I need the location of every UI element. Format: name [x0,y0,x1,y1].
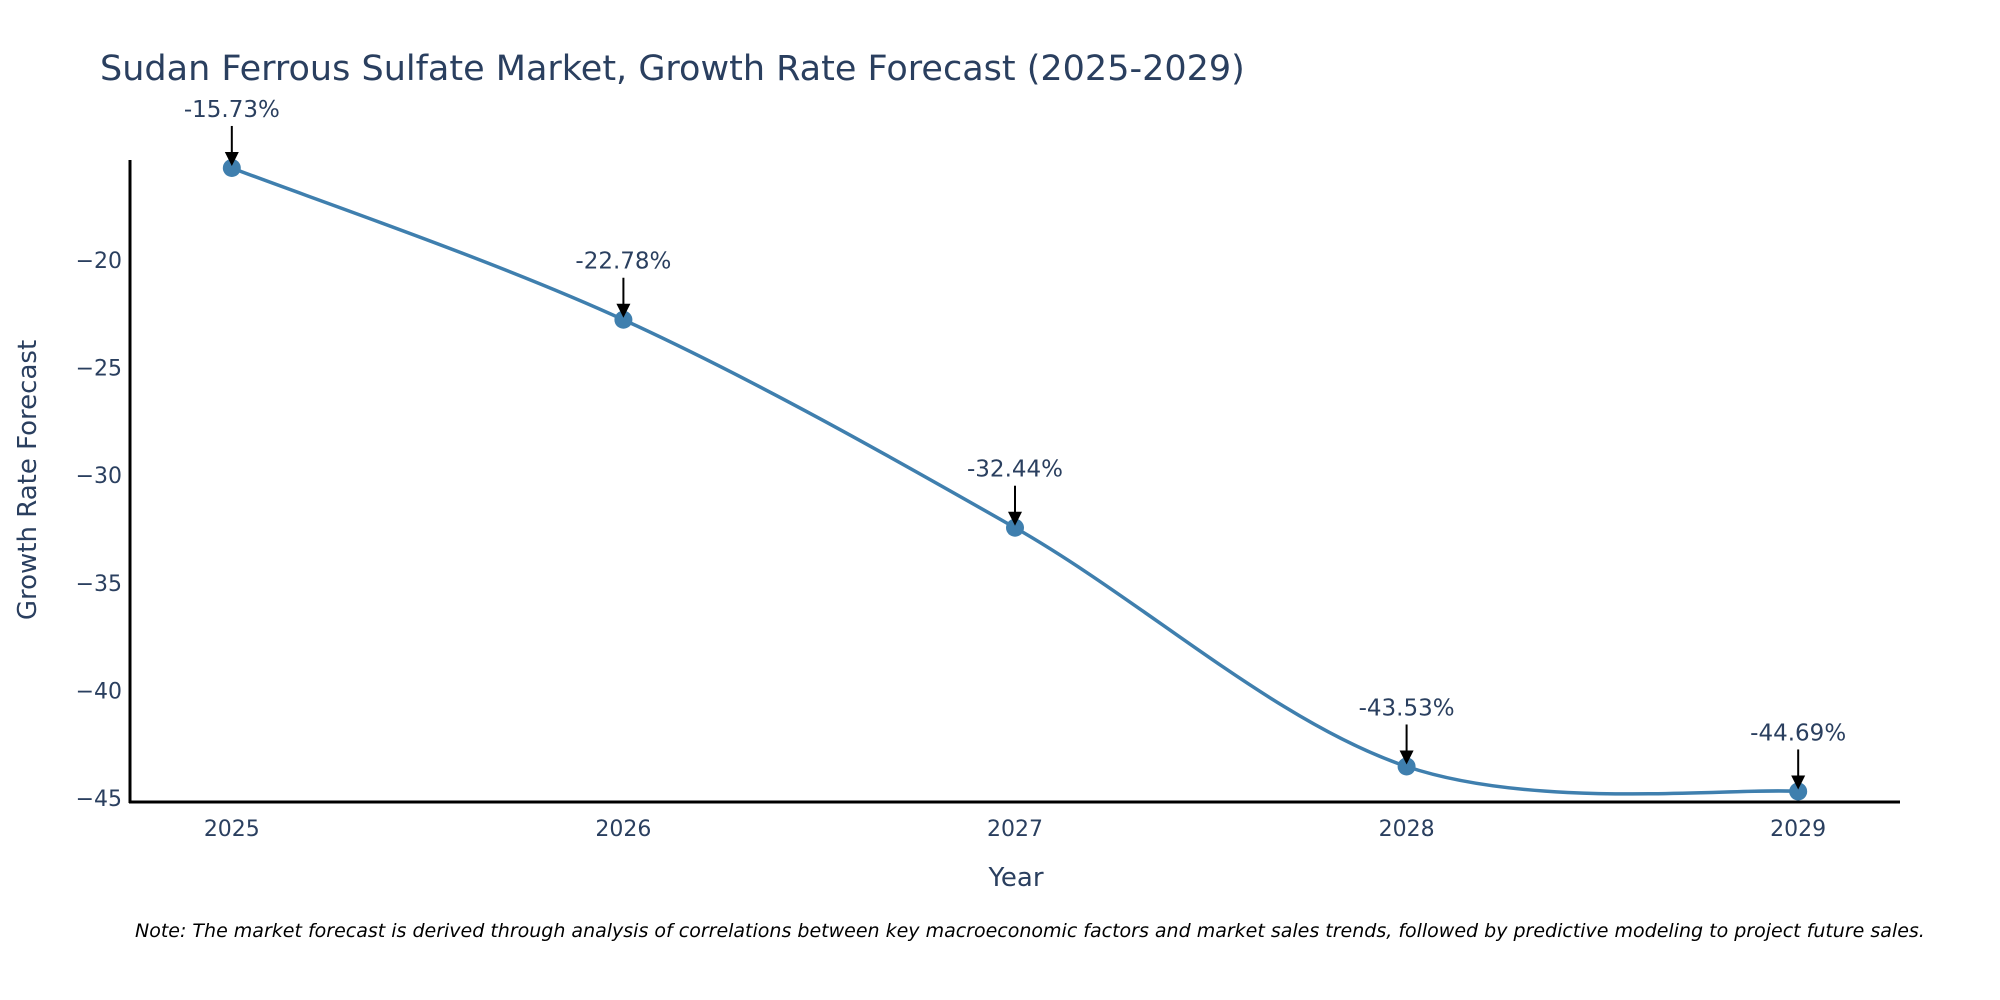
data-point[interactable] [1789,782,1808,801]
chart-title: Sudan Ferrous Sulfate Market, Growth Rat… [100,49,1245,89]
y-tick-label: −35 [76,572,122,597]
y-tick-label: −40 [76,679,122,704]
x-tick-label: 2027 [987,817,1043,842]
y-tick-label: −20 [76,249,122,274]
data-point[interactable] [1397,757,1416,776]
data-label: -32.44% [967,457,1063,483]
data-label: -43.53% [1359,695,1455,721]
y-tick-label: −30 [76,464,122,489]
data-label: -44.69% [1750,720,1846,746]
annotation-arrow-head [1399,750,1414,765]
footnote-note: Note: The market forecast is derived thr… [135,920,1925,942]
annotation-arrow-head [616,303,631,318]
data-label: -15.73% [184,97,280,123]
annotation-arrow-head [1008,511,1022,526]
data-point[interactable] [222,158,241,177]
y-axis-title: Growth Rate Forecast [13,340,43,620]
x-tick-label: 2025 [204,817,260,842]
annotation-arrow-head [1791,775,1806,790]
annotation-arrow-head [224,151,239,166]
data-label: -22.78% [575,249,671,275]
x-tick-label: 2029 [1770,817,1826,842]
x-tick-label: 2028 [1379,817,1435,842]
y-tick-label: −25 [76,357,122,382]
x-axis-title: Year [987,863,1043,893]
data-point[interactable] [614,310,633,329]
data-point[interactable] [1006,518,1024,537]
x-tick-label: 2026 [595,817,651,842]
y-tick-label: −45 [76,787,122,812]
